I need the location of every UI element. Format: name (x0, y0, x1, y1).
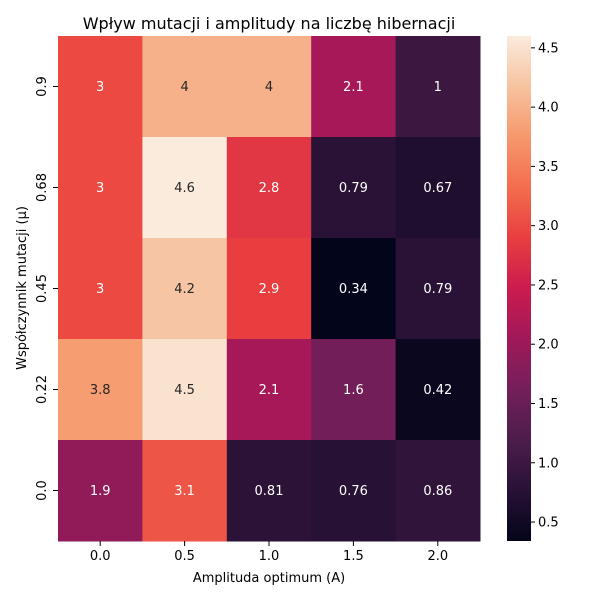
heatmap-cell (58, 137, 143, 239)
cell-value-label: 0.42 (423, 383, 452, 398)
heatmap-cell (58, 440, 143, 542)
colorbar-tick-label: 0.5 (538, 516, 559, 531)
y-axis: 0.9 0.68 0.45 0.22 0.0 (35, 76, 58, 501)
x-axis: 0.0 0.5 1.0 1.5 2.0 (90, 541, 448, 564)
colorbar-tick-label: 4.0 (538, 101, 559, 116)
cell-value-label: 3 (96, 181, 104, 196)
heatmap-cell (142, 238, 228, 340)
cell-value-label: 4 (180, 80, 188, 95)
heatmap-cell (226, 36, 312, 138)
heatmap-cell (311, 36, 397, 138)
y-tick-label: 0.68 (35, 173, 50, 202)
heatmap-cell (395, 339, 481, 441)
cell-value-label: 0.79 (423, 282, 452, 297)
heatmap-cell (226, 238, 312, 340)
cell-value-label: 3.8 (90, 383, 111, 398)
x-tick-label: 2.0 (427, 549, 448, 564)
heatmap-cell (395, 238, 481, 340)
cell-value-label: 0.79 (339, 181, 368, 196)
colorbar-tick-label: 1.5 (538, 397, 559, 412)
x-tick-label: 1.5 (343, 549, 364, 564)
heatmap-cell (226, 339, 312, 441)
y-tick-label: 0.9 (35, 76, 50, 97)
cell-value-label: 3 (96, 282, 104, 297)
heatmap-cell (311, 238, 397, 340)
heatmap-cell (395, 36, 481, 138)
cell-value-label: 1 (434, 80, 442, 95)
heatmap-cell (142, 339, 228, 441)
heatmap-cell (58, 36, 143, 138)
heatmap-cells: 3 4 4 2.1 1 3 4.6 2.8 0.79 0.67 3 4.2 2.9 0.34 0.79 3.8… (58, 36, 481, 542)
chart-title: Wpływ mutacji i amplitudy na liczbę hibe… (83, 14, 456, 33)
x-tick-label: 0.5 (174, 549, 195, 564)
colorbar-tick-label: 2.0 (538, 338, 559, 353)
heatmap-cell (311, 339, 397, 441)
colorbar: 0.5 1.0 1.5 2.0 2.5 3.0 3.5 4.0 4.5 (507, 36, 559, 541)
cell-value-label: 0.86 (423, 484, 452, 499)
cell-value-label: 4 (265, 80, 273, 95)
heatmap-cell (226, 137, 312, 239)
heatmap-cell (142, 137, 228, 239)
colorbar-tick-label: 3.0 (538, 219, 559, 234)
cell-value-label: 2.8 (259, 181, 280, 196)
cell-value-label: 1.9 (90, 484, 111, 499)
cell-value-label: 3 (96, 80, 104, 95)
heatmap-cell (226, 440, 312, 542)
heatmap-cell (311, 137, 397, 239)
cell-value-label: 3.1 (174, 484, 195, 499)
cell-value-label: 4.5 (174, 383, 195, 398)
heatmap-cell (142, 440, 228, 542)
cell-value-label: 0.76 (339, 484, 368, 499)
cell-value-label: 2.1 (259, 383, 280, 398)
colorbar-tick-label: 1.0 (538, 456, 559, 471)
cell-value-label: 4.2 (174, 282, 195, 297)
heatmap-cell (142, 36, 228, 138)
colorbar-gradient (507, 36, 531, 541)
colorbar-tick-label: 3.5 (538, 160, 559, 175)
heatmap-cell (395, 137, 481, 239)
x-tick-label: 0.0 (90, 549, 111, 564)
cell-value-label: 2.9 (259, 282, 280, 297)
y-tick-label: 0.22 (35, 375, 50, 404)
colorbar-tick-label: 2.5 (538, 278, 559, 293)
heatmap-cell (395, 440, 481, 542)
heatmap-cell (58, 339, 143, 441)
cell-value-label: 0.81 (255, 484, 284, 499)
cell-value-label: 4.6 (174, 181, 195, 196)
x-axis-label: Amplituda optimum (A) (193, 571, 345, 586)
colorbar-tick-label: 4.5 (538, 41, 559, 56)
cell-value-label: 0.67 (423, 181, 452, 196)
heatmap-cell (311, 440, 397, 542)
y-tick-label: 0.45 (35, 274, 50, 303)
cell-value-label: 0.34 (339, 282, 368, 297)
cell-value-label: 2.1 (343, 80, 364, 95)
cell-value-label: 1.6 (343, 383, 364, 398)
x-tick-label: 1.0 (259, 549, 280, 564)
y-axis-label: Współczynnik mutacji (μ) (15, 206, 30, 370)
y-tick-label: 0.0 (35, 480, 50, 501)
heatmap-cell (58, 238, 143, 340)
